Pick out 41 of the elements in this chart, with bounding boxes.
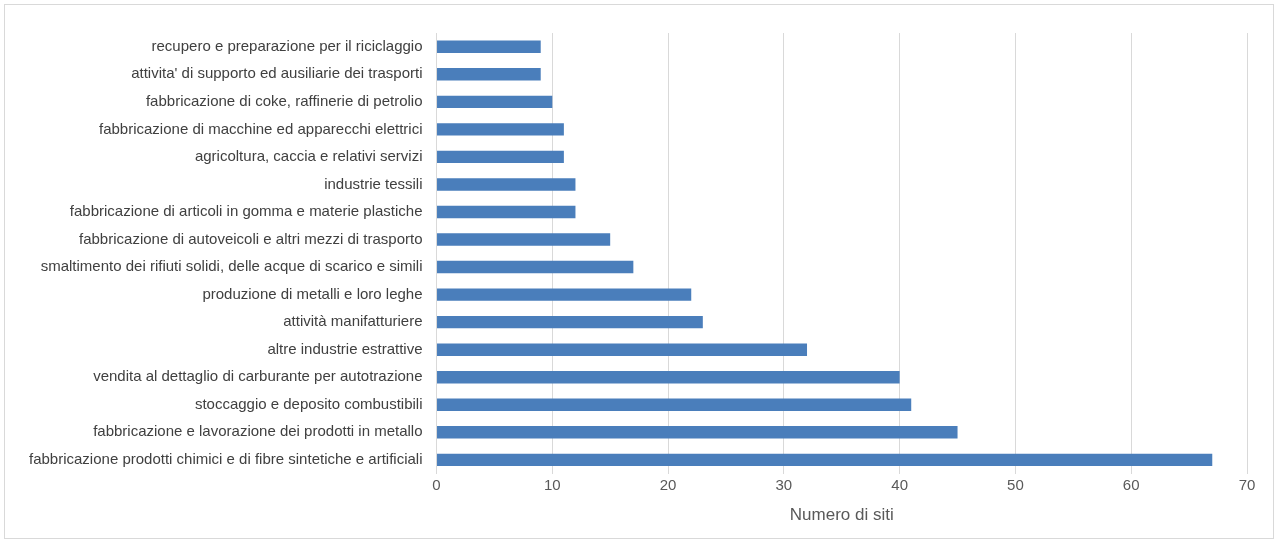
bar	[437, 233, 611, 246]
bar	[437, 95, 553, 109]
x-tick-label: 40	[891, 475, 908, 493]
bar	[437, 426, 958, 439]
y-tick-label: fabbricazione di macchine ed apparecchi elettrici	[99, 119, 423, 137]
y-tick-label: fabbricazione prodotti chimici e di fibre sintetiche e artificiali	[29, 449, 423, 467]
bar	[437, 453, 1213, 467]
y-tick-label: fabbricazione di coke, raffinerie di petrolio	[145, 91, 423, 109]
y-tick-label: fabbricazione e lavorazione dei prodotti in metallo	[93, 422, 423, 440]
y-tick-label: attivita' di supporto ed ausiliarie dei trasporti	[131, 64, 423, 82]
bar	[437, 68, 541, 81]
y-tick-label: agricoltura, caccia e relativi servizi	[194, 147, 423, 165]
y-tick-label: altre industrie estrattive	[267, 339, 423, 357]
y-tick-label: fabbricazione di autoveicoli e altri mezzi di trasporto	[79, 229, 423, 247]
bar	[437, 205, 576, 219]
y-tick-label: smaltimento dei rifiuti solidi, delle acque di scarico e simili	[40, 257, 423, 275]
y-tick-label: recupero e preparazione per il riciclaggio	[151, 36, 423, 54]
bar	[437, 398, 912, 411]
x-tick-label: 70	[1238, 475, 1256, 493]
y-tick-label: fabbricazione di articoli in gomma e materie plastiche	[69, 202, 423, 220]
x-tick-label: 20	[659, 475, 677, 493]
y-tick-label: produzione di metalli e loro leghe	[202, 284, 423, 302]
y-tick-label: industrie tessili	[324, 174, 423, 192]
bar	[437, 315, 703, 329]
bar	[437, 178, 576, 191]
x-tick-label: 0	[432, 475, 441, 493]
bar	[437, 123, 564, 136]
y-tick-label: vendita al dettaglio di carburante per autotrazione	[93, 367, 423, 385]
y-tick-label: attività manifatturiere	[283, 312, 423, 330]
bar	[437, 40, 541, 53]
y-tick-label: stoccaggio e deposito combustibili	[194, 394, 423, 412]
x-tick-label: 10	[543, 475, 561, 493]
bar	[437, 150, 564, 164]
bar	[437, 260, 634, 274]
x-axis-title: Numero di siti	[789, 505, 894, 525]
x-tick-label: 30	[775, 475, 793, 493]
x-tick-label: 50	[1007, 475, 1024, 493]
bar	[437, 288, 692, 301]
bar	[437, 371, 900, 384]
x-tick-label: 60	[1122, 475, 1140, 493]
bar	[437, 343, 808, 356]
